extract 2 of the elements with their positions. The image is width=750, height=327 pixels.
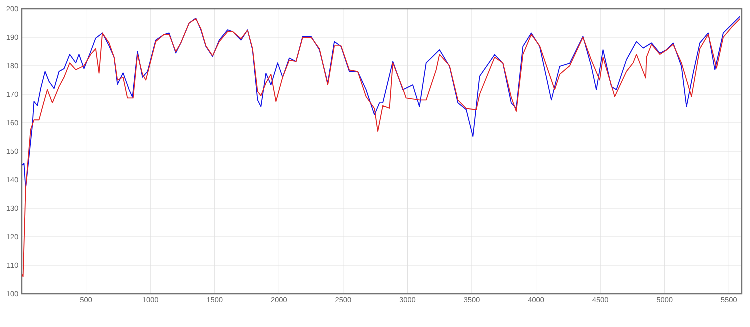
line-series — [22, 18, 741, 278]
line-series — [22, 16, 741, 190]
